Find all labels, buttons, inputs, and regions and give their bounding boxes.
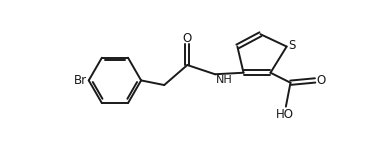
- Text: O: O: [183, 32, 192, 45]
- Text: S: S: [288, 39, 296, 52]
- Text: O: O: [317, 74, 326, 87]
- Text: Br: Br: [74, 74, 87, 87]
- Text: NH: NH: [216, 75, 233, 85]
- Text: HO: HO: [276, 108, 294, 121]
